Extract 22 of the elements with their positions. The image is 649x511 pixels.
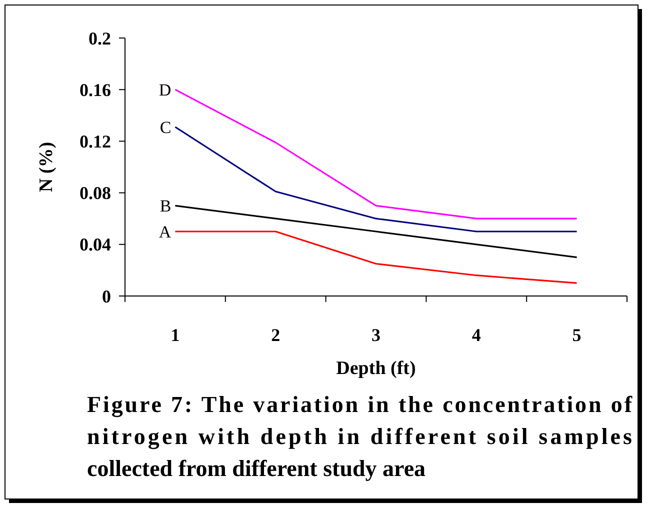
y-tick-label: 0.2 [88, 28, 111, 48]
x-tick-label: 1 [170, 325, 180, 345]
series-label: B [160, 196, 172, 216]
y-tick-label: 0.16 [80, 80, 111, 100]
x-tick-label: 4 [472, 325, 481, 345]
series-label: D [158, 80, 172, 100]
line-series [174, 88, 578, 220]
caption: Figure 7: The variation in the concentration of nitrogen with depth in different soil samples collected from different study area [87, 392, 632, 481]
x-tick-label: 5 [572, 325, 582, 345]
y-tick-label: 0.04 [80, 234, 111, 255]
x-tick-label: 2 [271, 325, 280, 345]
y-axis-title: N (%) [36, 142, 57, 192]
y-tick-label: 0.12 [80, 132, 111, 152]
y-tick-label: 0 [102, 286, 111, 306]
x-tick-label: 3 [372, 325, 380, 345]
line-series [174, 204, 578, 258]
line-series [174, 126, 578, 232]
y-tick-label: 0.08 [80, 183, 111, 204]
x-axis-title: Depth (ft) [336, 358, 416, 379]
series-label: C [160, 118, 172, 137]
series-label: A [158, 222, 172, 242]
line-series [174, 230, 578, 284]
